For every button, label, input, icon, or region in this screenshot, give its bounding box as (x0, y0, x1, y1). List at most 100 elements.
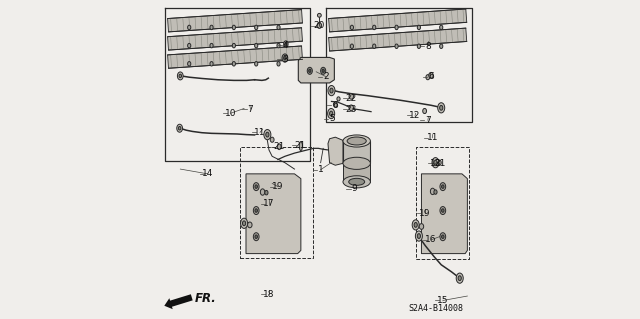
Text: 20: 20 (314, 21, 325, 30)
Text: 21: 21 (434, 159, 445, 168)
Ellipse shape (440, 105, 443, 110)
Polygon shape (328, 9, 467, 32)
Text: 19: 19 (419, 209, 430, 218)
Ellipse shape (430, 188, 435, 195)
Text: 21: 21 (273, 142, 285, 151)
Ellipse shape (442, 235, 444, 238)
Text: 16: 16 (425, 235, 436, 244)
Text: 5: 5 (329, 114, 335, 123)
Ellipse shape (349, 105, 353, 111)
Ellipse shape (347, 137, 366, 145)
Ellipse shape (300, 142, 303, 151)
Text: S2A4-B14008: S2A4-B14008 (408, 304, 463, 313)
Ellipse shape (210, 43, 213, 48)
Ellipse shape (248, 222, 252, 228)
Ellipse shape (255, 25, 258, 30)
Text: FR.: FR. (195, 292, 217, 305)
Text: 6: 6 (428, 72, 434, 81)
Ellipse shape (243, 221, 246, 226)
Ellipse shape (264, 130, 271, 140)
Ellipse shape (210, 62, 213, 66)
Ellipse shape (177, 72, 183, 80)
Ellipse shape (395, 44, 398, 48)
Ellipse shape (232, 25, 236, 30)
Text: 19: 19 (272, 182, 284, 191)
Ellipse shape (277, 25, 280, 30)
Ellipse shape (210, 25, 213, 30)
Text: 15: 15 (437, 296, 449, 305)
Text: 14: 14 (202, 169, 213, 178)
Ellipse shape (438, 160, 441, 165)
Ellipse shape (337, 97, 340, 101)
Ellipse shape (232, 62, 236, 66)
Text: 18: 18 (263, 290, 275, 299)
Ellipse shape (330, 111, 333, 116)
Ellipse shape (438, 103, 445, 113)
Ellipse shape (188, 43, 191, 48)
Ellipse shape (328, 85, 335, 96)
Ellipse shape (177, 124, 182, 132)
Ellipse shape (277, 43, 280, 48)
Ellipse shape (414, 223, 417, 227)
Text: 12: 12 (410, 111, 420, 120)
Ellipse shape (412, 220, 419, 230)
Ellipse shape (372, 44, 376, 48)
Ellipse shape (456, 273, 463, 283)
Ellipse shape (333, 102, 337, 107)
Ellipse shape (458, 276, 461, 281)
Ellipse shape (241, 218, 248, 228)
Polygon shape (168, 10, 303, 32)
Ellipse shape (350, 44, 353, 48)
Ellipse shape (434, 190, 437, 194)
Ellipse shape (255, 43, 258, 48)
Ellipse shape (343, 176, 371, 188)
Ellipse shape (442, 209, 444, 212)
Ellipse shape (440, 207, 445, 214)
Ellipse shape (372, 25, 376, 30)
Ellipse shape (260, 189, 265, 195)
Ellipse shape (255, 209, 257, 212)
Polygon shape (168, 46, 303, 68)
Ellipse shape (343, 157, 371, 169)
Ellipse shape (255, 235, 257, 238)
Ellipse shape (343, 135, 371, 147)
Ellipse shape (419, 224, 424, 229)
Text: 17: 17 (263, 199, 275, 208)
Polygon shape (422, 174, 467, 254)
Ellipse shape (277, 62, 280, 66)
Ellipse shape (179, 74, 182, 78)
Ellipse shape (284, 41, 288, 47)
Text: 4: 4 (283, 41, 289, 50)
Ellipse shape (349, 178, 365, 185)
Text: 9: 9 (351, 184, 357, 193)
Ellipse shape (417, 25, 420, 30)
Ellipse shape (429, 72, 433, 78)
Text: 22: 22 (346, 94, 357, 103)
Ellipse shape (395, 25, 398, 30)
Text: 10: 10 (225, 109, 236, 118)
Ellipse shape (434, 160, 437, 165)
Ellipse shape (440, 182, 445, 191)
Ellipse shape (188, 25, 191, 30)
Text: 1: 1 (318, 165, 323, 174)
Ellipse shape (322, 69, 324, 72)
Text: 23: 23 (346, 105, 357, 114)
Text: 11: 11 (426, 133, 438, 142)
Polygon shape (343, 141, 371, 163)
Text: 7: 7 (425, 116, 431, 125)
Text: 7: 7 (248, 105, 253, 114)
Text: 21: 21 (294, 141, 306, 150)
Polygon shape (298, 57, 334, 83)
Polygon shape (328, 137, 343, 165)
Text: 11: 11 (254, 128, 266, 137)
Ellipse shape (307, 67, 312, 74)
Polygon shape (246, 174, 301, 254)
Ellipse shape (270, 137, 274, 142)
Ellipse shape (440, 44, 443, 48)
Ellipse shape (317, 23, 321, 28)
FancyArrow shape (164, 294, 193, 309)
Polygon shape (328, 28, 467, 51)
Ellipse shape (440, 25, 443, 30)
Text: 2: 2 (323, 72, 328, 81)
Ellipse shape (284, 56, 286, 60)
